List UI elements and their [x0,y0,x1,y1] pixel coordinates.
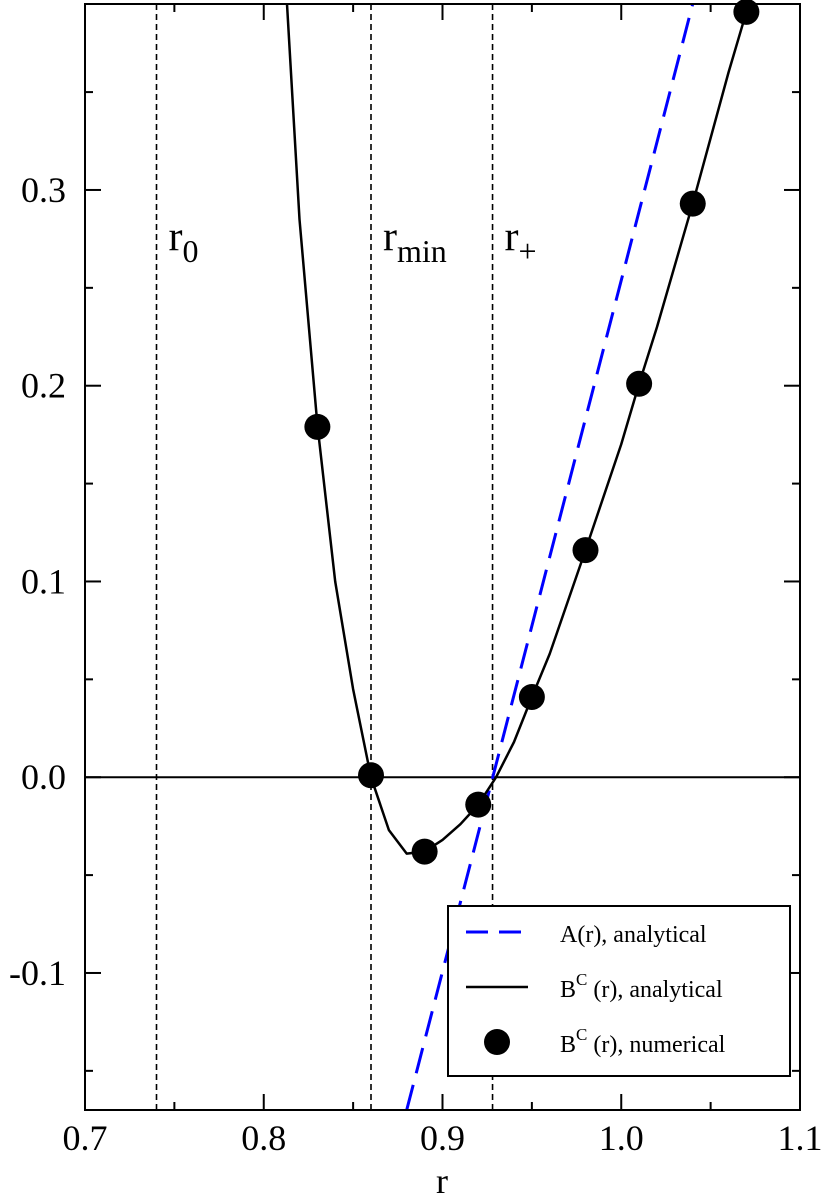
data-point-5 [572,537,599,564]
legend-marker [484,1029,510,1055]
legend-entry-0: A(r), analytical [560,922,707,948]
x-tick-label: 0.8 [241,1118,286,1158]
data-point-1 [358,762,384,789]
vertical-lines: r0 rmin r+ [155,4,537,1110]
legend: A(r), analytical BC (r), analytical BC (r)… [447,905,791,1077]
data-point-6 [626,370,653,397]
data-point-4 [518,683,545,710]
x-tick-label: 1.1 [778,1118,823,1158]
x-tick-label: 0.9 [420,1118,465,1158]
axis-ticks [84,4,801,1110]
legend-entry-2: BC (r), numerical [560,1025,726,1058]
y-tick-label: 0.0 [21,757,66,797]
x-tick-label: 0.7 [63,1118,108,1158]
y-tick-label: 0.2 [21,366,66,406]
data-point-3 [465,791,492,818]
marker-group [304,0,760,865]
vline-label-rmin: rmin [383,214,447,269]
y-tick-labels: -0.1 0.0 0.1 0.2 0.3 [9,170,66,993]
x-tick-labels: 0.7 0.8 0.9 1.0 1.1 [63,1118,823,1158]
y-tick-label: 0.1 [21,561,66,601]
data-point-0 [304,413,331,440]
data-point-2 [411,838,438,865]
y-tick-label: -0.1 [9,953,66,993]
x-axis-title: r [436,1161,448,1200]
x-tick-label: 1.0 [599,1118,644,1158]
data-point-8 [733,0,760,25]
y-tick-label: 0.3 [21,170,66,210]
vline-label-rplus: r+ [505,214,537,269]
legend-entry-1: BC (r), analytical [560,970,723,1003]
data-point-7 [679,190,706,217]
vline-label-r0: r0 [169,214,199,269]
